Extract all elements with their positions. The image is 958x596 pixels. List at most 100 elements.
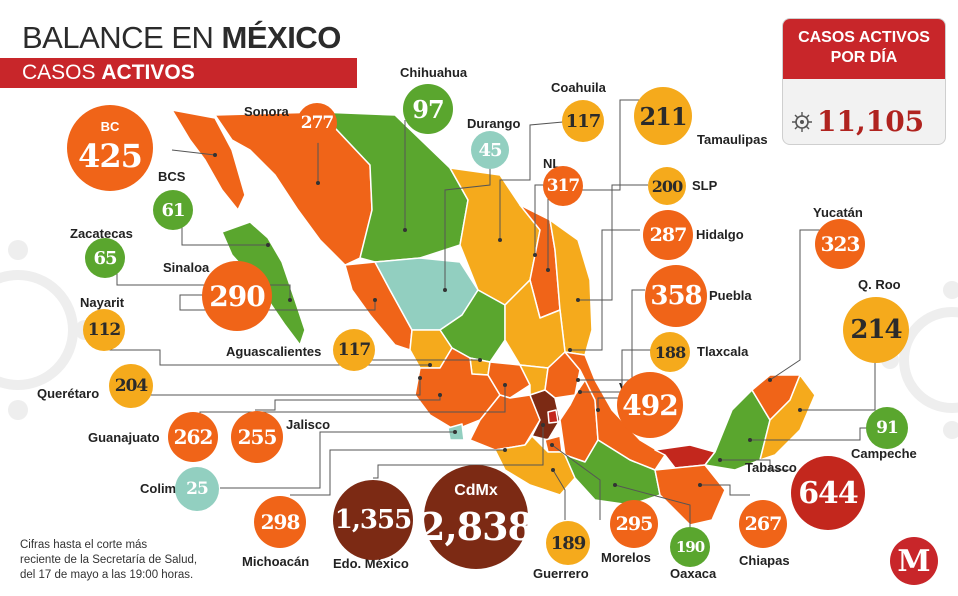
value-colima: 25	[186, 479, 209, 499]
value-cdmx: 2,838	[419, 504, 534, 549]
label-guanajuato: Guanajuato	[88, 430, 160, 445]
label-sonora: Sonora	[244, 104, 289, 119]
bubble-hidalgo: 287	[643, 210, 693, 260]
bubble-nl: 317	[543, 166, 583, 206]
label-chiapas: Chiapas	[739, 553, 790, 568]
state-shape-qroo	[759, 374, 816, 461]
label-chihuahua: Chihuahua	[400, 65, 468, 80]
bubble-queretaro: 204	[109, 364, 153, 408]
bubble-nayarit: 112	[83, 309, 125, 351]
label-durango: Durango	[467, 116, 521, 131]
bubble-yucatan: 323	[815, 219, 865, 269]
value-durango: 45	[478, 139, 502, 161]
label-jalisco: Jalisco	[286, 417, 331, 432]
bubble-tamaulipas: 211	[634, 87, 692, 145]
value-slp: 200	[651, 176, 683, 196]
value-sonora: 277	[300, 113, 334, 133]
value-campeche: 91	[876, 418, 899, 438]
value-guanajuato: 262	[173, 425, 214, 449]
bubble-veracruz: 492	[617, 372, 683, 438]
value-nayarit: 112	[87, 320, 121, 340]
label-nayarit: Nayarit	[80, 295, 125, 310]
subtitle-part-1: CASOS	[22, 61, 102, 84]
bubble-campeche: 91	[866, 407, 908, 449]
title-part-1: BALANCE EN	[22, 20, 222, 55]
main-title: BALANCE EN MÉXICO	[22, 20, 341, 56]
bubble-sonora: 277	[297, 103, 337, 143]
title-part-2: MÉXICO	[221, 20, 342, 55]
label-colima: Colima	[140, 481, 184, 496]
bubble-slp: 200	[648, 167, 686, 205]
value-michoacan: 298	[260, 510, 301, 534]
value-guerrero: 189	[550, 532, 587, 554]
value-coahuila: 117	[565, 110, 602, 132]
source-note: Cifras hasta el corte más reciente de la…	[20, 538, 197, 583]
value-nl: 317	[546, 176, 580, 196]
value-tabasco: 644	[798, 475, 859, 511]
bubble-durango: 45	[471, 131, 509, 169]
bubble-chiapas: 267	[739, 500, 787, 548]
value-veracruz: 492	[622, 388, 678, 422]
logo-letter: M	[897, 543, 931, 579]
label-guerrero: Guerrero	[533, 566, 589, 581]
value-morelos: 295	[615, 513, 654, 535]
value-chihuahua: 97	[412, 94, 444, 124]
bubble-coahuila: 117	[562, 100, 604, 142]
value-sinaloa: 290	[209, 279, 265, 313]
milenio-logo: M	[890, 537, 938, 585]
value-tlaxcala: 188	[654, 342, 686, 362]
label-michoacan: Michoacán	[242, 554, 310, 569]
label-aguascalientes: Aguascalientes	[226, 344, 322, 359]
bubble-cdmx: 2,838 CdMx	[419, 465, 534, 569]
label-coahuila: Coahuila	[551, 80, 606, 95]
label-slp: SLP	[692, 178, 718, 193]
bubble-chihuahua: 97	[403, 84, 453, 134]
label-bc: BC	[100, 119, 120, 134]
value-q-roo: 214	[850, 315, 902, 345]
label-yucatan: Yucatán	[813, 205, 863, 220]
source-note-line-2: reciente de la Secretaría de Salud,	[20, 554, 198, 566]
daily-cases-title-line-1: CASOS ACTIVOS	[798, 29, 930, 46]
source-note-line-1: Cifras hasta el corte más	[20, 539, 148, 551]
bubble-michoacan: 298	[254, 496, 306, 548]
bubble-colima: 25	[175, 467, 219, 511]
label-zacatecas: Zacatecas	[70, 226, 133, 241]
value-jalisco: 255	[237, 425, 278, 449]
state-shape-cdmx	[547, 409, 559, 424]
bubble-tabasco: 644	[791, 456, 865, 530]
bubble-zacatecas: 65	[85, 238, 125, 278]
bubble-oaxaca: 190	[670, 527, 710, 567]
label-tabasco: Tabasco	[745, 460, 797, 475]
value-hidalgo: 287	[649, 224, 688, 246]
label-bcs: BCS	[158, 169, 186, 184]
subtitle: CASOS ACTIVOS	[22, 61, 195, 85]
daily-cases-title-line-2: POR DÍA	[830, 49, 898, 66]
state-shape-edomex	[529, 389, 561, 441]
bubble-puebla: 358	[645, 265, 707, 327]
value-bc: 425	[78, 136, 143, 175]
bubble-guanajuato: 262	[168, 412, 218, 462]
value-queretaro: 204	[114, 376, 148, 396]
bubble-tlaxcala: 188	[650, 332, 690, 372]
bubble-morelos: 295	[610, 500, 658, 548]
value-chiapas: 267	[744, 513, 783, 535]
bubble-guerrero: 189	[546, 521, 590, 565]
value-oaxaca: 190	[675, 538, 705, 556]
bubble-sinaloa: 290	[202, 261, 272, 331]
state-shape-bc	[171, 109, 246, 211]
label-edo-mexico: Edo. México	[333, 556, 409, 571]
bubble-edo-mexico: 1,355	[333, 480, 413, 560]
label-hidalgo: Hidalgo	[696, 227, 744, 242]
value-aguascalientes: 117	[337, 340, 371, 360]
label-morelos: Morelos	[601, 550, 651, 565]
label-oaxaca: Oaxaca	[670, 566, 717, 581]
bubble-bc: 425 BC	[67, 105, 153, 191]
label-queretaro: Querétaro	[37, 386, 100, 401]
value-zacatecas: 65	[93, 247, 117, 269]
label-cdmx: CdMx	[454, 482, 498, 499]
daily-cases-header	[783, 19, 945, 79]
bubble-aguascalientes: 117	[333, 329, 375, 371]
label-campeche: Campeche	[851, 446, 917, 461]
value-tamaulipas: 211	[639, 101, 687, 131]
